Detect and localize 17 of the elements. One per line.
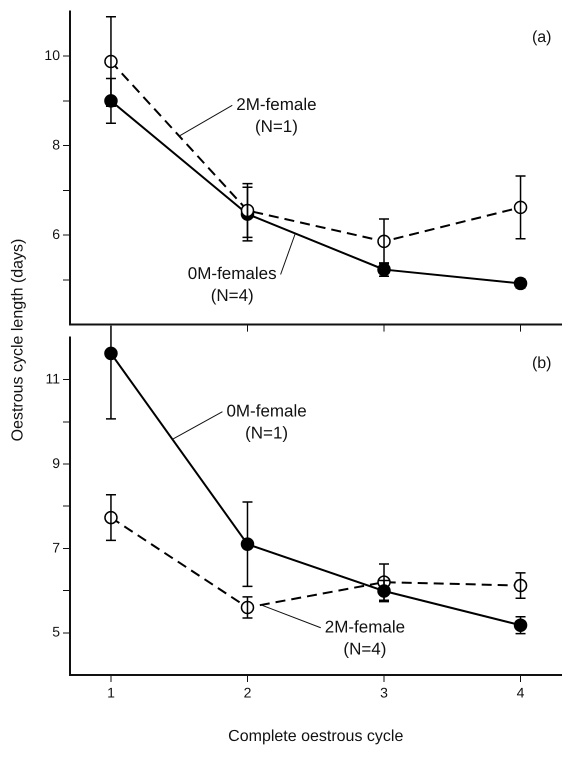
annotation: (a) (532, 28, 552, 46)
x-tick-label: 1 (107, 684, 116, 700)
x-tick-label: 3 (380, 684, 388, 700)
y-axis-title: Oestrous cycle length (days) (9, 238, 27, 442)
y-tick-label: 10 (44, 47, 60, 63)
text: 0M-female (N=1) (226, 401, 307, 442)
annotation: (b) (532, 354, 552, 372)
y-tick-label: 11 (45, 370, 60, 386)
x-tick-label: 4 (516, 684, 525, 700)
x-tick-label: 2 (244, 684, 252, 700)
y-tick-label: 6 (52, 226, 60, 242)
y-tick-label: 5 (52, 624, 60, 640)
y-tick-label: 9 (52, 454, 60, 471)
series-label: 2M-female (N=4) (324, 617, 406, 658)
y-tick-label: 7 (52, 539, 60, 556)
x-axis-title: Complete oestrous cycle (228, 728, 404, 745)
y-tick-label: 8 (52, 136, 60, 152)
